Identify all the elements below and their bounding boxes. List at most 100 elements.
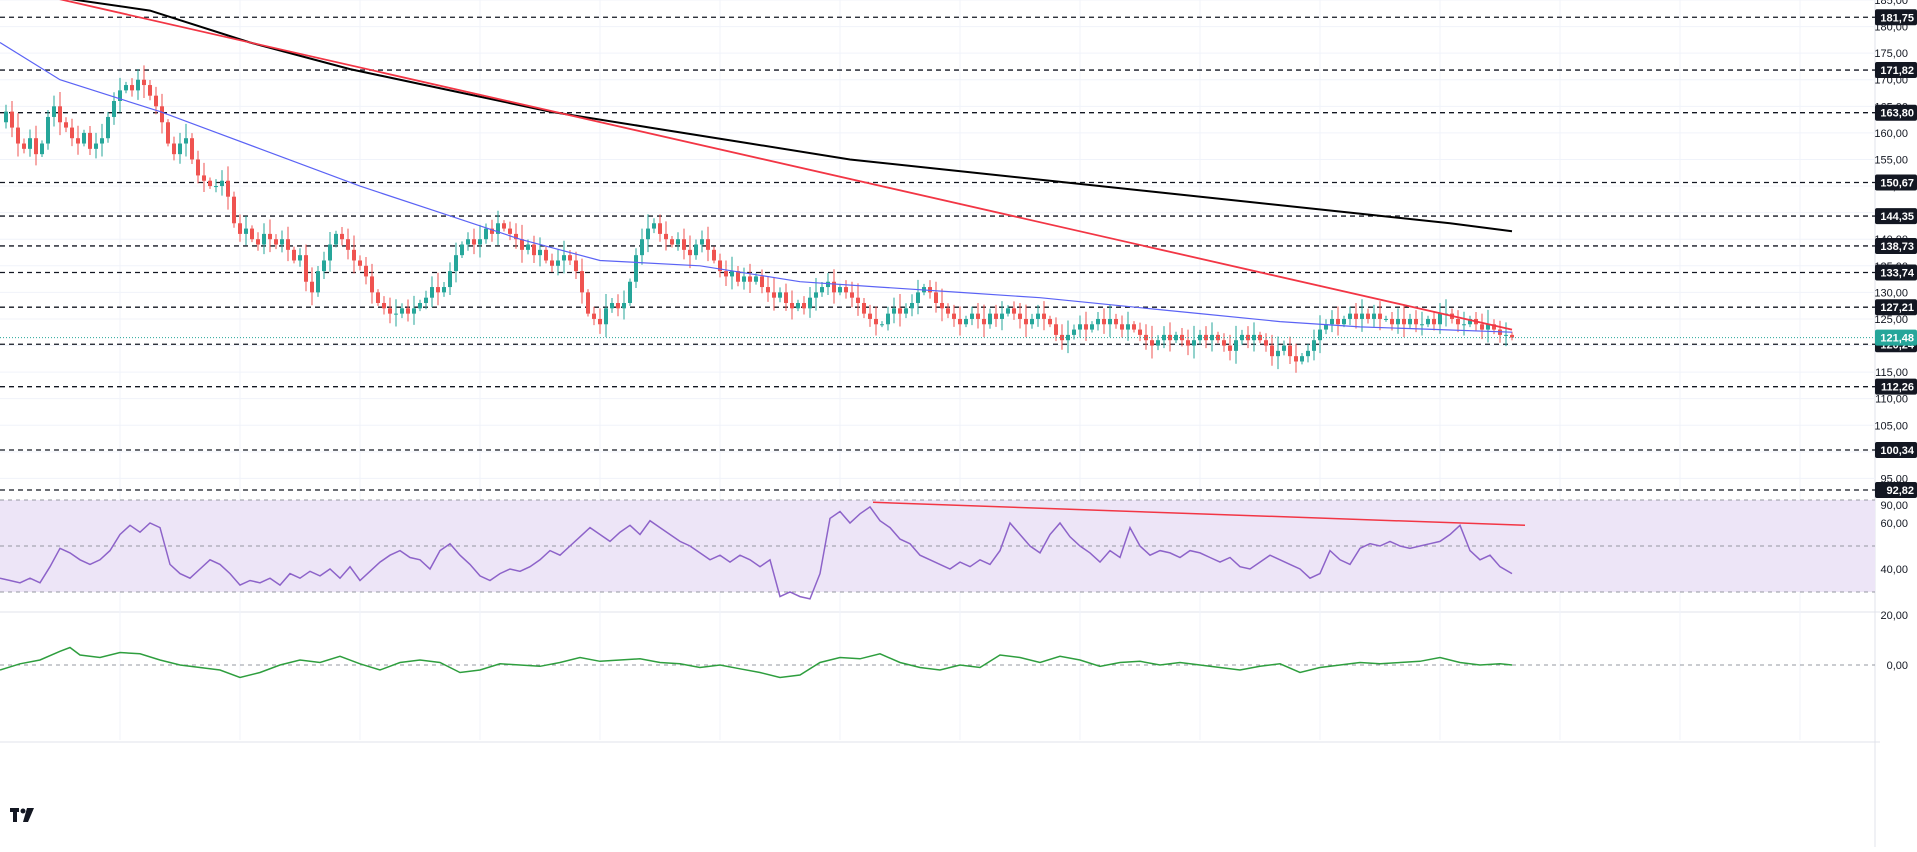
candle-body [1324, 324, 1328, 330]
candle-body [292, 249, 296, 261]
candle-body [406, 308, 410, 314]
candle-body [166, 122, 170, 144]
level-label: 133,74 [1880, 267, 1915, 279]
candle-body [514, 233, 518, 240]
candle-body [658, 223, 662, 234]
candle-body [904, 308, 908, 314]
candle-body [862, 303, 866, 314]
candle-body [1348, 313, 1352, 319]
price-tick-label: 175,00 [1874, 48, 1908, 60]
candle-body [358, 260, 362, 266]
candle-body [118, 90, 122, 101]
candle-body [1438, 313, 1442, 325]
candle-body [1372, 313, 1376, 319]
rsi-pane: 60,00 40,00 20,00 [0, 499, 1908, 622]
level-label-bg [1875, 62, 1917, 79]
candle-body [352, 249, 356, 261]
candle-body [598, 318, 602, 325]
candle-body [124, 85, 128, 91]
candle-body [1114, 318, 1118, 325]
price-tick-label: 130,00 [1874, 287, 1908, 299]
candle-body [964, 318, 968, 325]
candle-body [196, 159, 200, 176]
candle-body [34, 138, 38, 155]
candle-body [1228, 345, 1232, 351]
candle-body [646, 228, 650, 240]
level-label-bg [1875, 237, 1917, 254]
candle-body [730, 271, 734, 277]
candle-body [832, 281, 836, 293]
candle-body [394, 313, 398, 315]
level-label: 92,82 [1886, 485, 1914, 497]
level-label: 181,75 [1880, 12, 1914, 24]
candle-body [442, 287, 446, 293]
candle-body [322, 260, 326, 272]
candle-body [16, 127, 20, 144]
candle-body [58, 106, 62, 123]
candle-body [28, 138, 32, 149]
candle-body [652, 223, 656, 229]
candle-body [1378, 313, 1382, 319]
price-tick-label: 125,00 [1874, 314, 1908, 326]
candle-body [1120, 324, 1124, 330]
candle-body [592, 313, 596, 319]
price-trendline [59, 0, 1513, 331]
tradingview-logo-icon[interactable] [10, 808, 34, 822]
candle-body [112, 101, 116, 117]
candle-body [346, 239, 350, 250]
candle-body [1102, 318, 1106, 325]
candle-body [616, 303, 620, 309]
candle-body [226, 180, 230, 197]
candle-body [1456, 318, 1460, 325]
candle-body [796, 303, 800, 309]
level-label-bg [1875, 104, 1917, 121]
candle-body [532, 244, 536, 256]
candle-body [304, 255, 308, 282]
candle-body [1138, 329, 1142, 335]
candle-body [1432, 318, 1436, 325]
candle-body [1234, 340, 1238, 351]
candle-body [1468, 318, 1472, 325]
candle-body [412, 308, 416, 314]
candle-body [334, 233, 338, 245]
candle-body [1282, 345, 1286, 351]
candle-body [820, 287, 824, 293]
candle-body [634, 255, 638, 282]
candle-body [214, 186, 218, 188]
candle-body [190, 138, 194, 160]
rsi-tick-label: 20,00 [1880, 610, 1908, 622]
level-label: 150,67 [1880, 177, 1914, 189]
candle-body [898, 308, 902, 314]
candle-body [526, 244, 530, 250]
level-label: 171,82 [1880, 65, 1914, 77]
candle-body [1486, 324, 1490, 330]
candle-body [220, 180, 224, 187]
candle-body [808, 297, 812, 309]
candle-body [1366, 313, 1370, 319]
candle-body [1384, 318, 1388, 320]
candle-body [622, 303, 626, 309]
candle-body [148, 85, 152, 96]
candle-body [778, 292, 782, 298]
candle-body [844, 287, 848, 293]
rsi-tick-label: 40,00 [1880, 564, 1908, 576]
candle-body [868, 313, 872, 319]
candle-body [1342, 318, 1346, 325]
candle-body [892, 308, 896, 314]
price-tick-label: 160,00 [1874, 128, 1908, 140]
candle-body [64, 122, 68, 128]
candle-body [1462, 324, 1466, 326]
candle-body [1414, 318, 1418, 325]
candle-body [688, 249, 692, 256]
candle-body [82, 132, 86, 144]
price-trendline-red [59, 0, 1513, 331]
candle-body [766, 287, 770, 293]
candle-body [544, 249, 548, 261]
candle-body [1018, 313, 1022, 319]
candle-body [1306, 350, 1310, 357]
candle-body [1072, 329, 1076, 335]
candle-body [436, 287, 440, 293]
candle-body [538, 249, 542, 256]
